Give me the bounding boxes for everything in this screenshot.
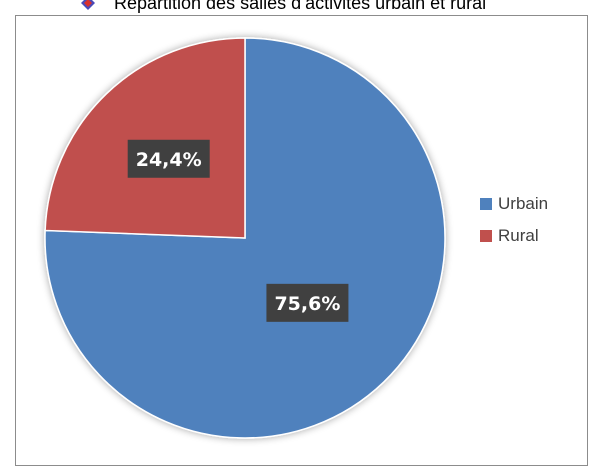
- pie-slice-rural: [44, 37, 246, 239]
- diamond-bullet-icon: [81, 0, 95, 10]
- data-label-box-urbain: [266, 283, 349, 322]
- chart-title: Répartition des salles d’activités urbai…: [114, 0, 487, 13]
- data-label-rural: 24,4%: [136, 149, 202, 171]
- legend-label-rural: Rural: [498, 226, 539, 245]
- legend-item-rural: Rural: [480, 226, 548, 246]
- data-label-urbain: 75,6%: [274, 293, 340, 315]
- legend-label-urbain: Urbain: [498, 194, 549, 213]
- chart-header: Répartition des salles d’activités urbai…: [80, 0, 486, 13]
- legend-item-urbain: Urbain: [480, 194, 548, 214]
- legend-swatch-rural: [480, 230, 492, 242]
- chart-legend: Urbain Rural: [480, 194, 548, 246]
- legend-swatch-urbain: [480, 198, 492, 210]
- data-label-box-rural: [127, 139, 210, 178]
